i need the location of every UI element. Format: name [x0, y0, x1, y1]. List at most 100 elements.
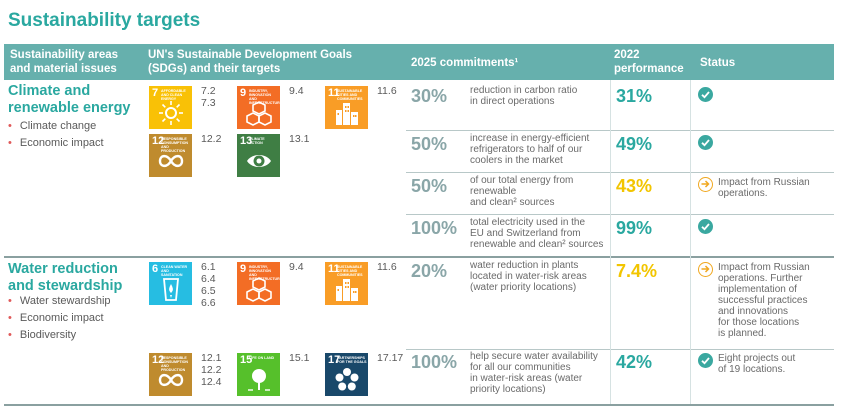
status-text-line: successful practices: [718, 295, 808, 306]
sdg-number: 9: [240, 263, 247, 275]
commitment-description-line: in water-risk areas (water: [470, 373, 583, 384]
sdg-targets: 12.2: [201, 133, 221, 145]
sdg-target: 9.4: [289, 261, 304, 273]
commitment-description-line: coolers in the market: [470, 155, 563, 166]
sdg-target: 12.1: [201, 352, 222, 364]
sdg-target: 6.5: [201, 285, 216, 297]
sdg-label: SUSTAINABLE CITIES AND COMMUNITIES: [337, 265, 363, 277]
column-divider: [690, 80, 691, 404]
commitment-description-line: (water priority locations): [470, 282, 577, 293]
check-icon: [698, 87, 713, 102]
material-issues-list: Water stewardship Economic impact Biodiv…: [8, 293, 111, 344]
sdg-6-tile: 6 CLEAN WATER AND SANITATION: [149, 262, 192, 305]
commitment-description: reduction in carbon ratio in direct opera…: [470, 85, 610, 107]
commitment-description-line: EU and Switzerland from: [470, 228, 581, 239]
sdg-target: 11.6: [377, 261, 397, 273]
header-sdgs: UN's Sustainable Development Goals (SDGs…: [148, 48, 352, 76]
sdg-target: 7.3: [201, 97, 216, 109]
commitment-description-line: total electricity used in the: [470, 217, 586, 228]
sdg-target: 12.2: [201, 133, 222, 145]
material-issues-list: Climate change Economic impact: [8, 118, 104, 152]
status-text-line: Impact from Russian: [718, 262, 810, 273]
commitment-description-line: increase in energy-efficient: [470, 133, 590, 144]
area-title-line2: and stewardship: [8, 278, 123, 294]
sdg-17-tile: 17 PARTNERSHIPS FOR THE GOALS: [325, 353, 368, 396]
commitment-description-line: help secure water availability: [470, 351, 598, 362]
sdg-label: INDUSTRY, INNOVATION AND INFRASTRUCTURE: [249, 89, 280, 105]
status-text-line: of 19 locations.: [718, 364, 786, 375]
material-issue: Economic impact: [8, 310, 111, 327]
status-text-line: implementation of: [718, 284, 797, 295]
header-commitments: 2025 commitments¹: [411, 57, 519, 69]
row-divider: [406, 214, 834, 215]
table-header: Sustainability areas and material issues…: [4, 44, 834, 80]
area-title-climate: Climate and renewable energy: [8, 83, 131, 117]
sdg-target: 7.2: [201, 85, 216, 97]
commitment-description: increase in energy-efficient refrigerator…: [470, 133, 610, 166]
material-issue: Climate change: [8, 118, 104, 135]
area-title-line1: Water reduction: [8, 261, 118, 277]
performance-value: 43%: [616, 176, 653, 196]
sdg-targets: 9.4: [289, 85, 304, 97]
performance-value: 42%: [616, 352, 653, 372]
arrow-right-icon: [698, 177, 713, 192]
sdg-target: 13.1: [289, 133, 310, 145]
commitment-description-line: in direct operations: [470, 96, 555, 107]
header-sdgs-line2: (SDGs) and their targets: [148, 63, 281, 75]
performance-value: 7.4%: [616, 261, 658, 281]
sdg-target: 6.4: [201, 273, 216, 285]
sdg-targets: 12.1 12.2 12.4: [201, 352, 221, 388]
row-divider: [406, 130, 834, 131]
header-performance-line2: performance: [614, 63, 684, 75]
sdg-label: INDUSTRY, INNOVATION AND INFRASTRUCTURE: [249, 265, 280, 281]
material-issue: Water stewardship: [8, 293, 111, 310]
sdg-label: RESPONSIBLE CONSUMPTION AND PRODUCTION: [161, 356, 188, 372]
sdg-target: 15.1: [289, 352, 310, 364]
sdg-target: 11.6: [377, 85, 397, 97]
commitment-description-line: renewable: [470, 186, 517, 197]
sdg-12-tile: 12 RESPONSIBLE CONSUMPTION AND PRODUCTION: [149, 353, 192, 396]
commitment-description: of our total energy from renewable and cle…: [470, 175, 610, 208]
commitment-description-line: located in water-risk areas: [470, 271, 587, 282]
commitment-value: 20%: [411, 261, 448, 281]
column-divider: [610, 80, 611, 404]
commitment-description-line: for all our communities: [470, 362, 571, 373]
page-title: Sustainability targets: [8, 10, 201, 31]
header-areas-line1: Sustainability areas: [10, 49, 119, 61]
sdg-9-tile: 9 INDUSTRY, INNOVATION AND INFRASTRUCTURE: [237, 86, 280, 129]
commitment-value: 30%: [411, 86, 448, 106]
commitment-value: 100%: [411, 218, 458, 238]
row-divider: [406, 172, 834, 173]
sdg-target: 12.4: [201, 376, 222, 388]
sdg-9-tile: 9 INDUSTRY, INNOVATION AND INFRASTRUCTURE: [237, 262, 280, 305]
sdg-targets: 6.1 6.4 6.5 6.6: [201, 261, 216, 309]
sdg-targets: 15.1: [289, 352, 309, 364]
commitment-description-line: of our total energy from: [470, 175, 574, 186]
performance-value: 99%: [616, 218, 653, 238]
section-divider: [4, 256, 834, 258]
check-icon: [698, 353, 713, 368]
header-sdgs-line1: UN's Sustainable Development Goals: [148, 49, 353, 61]
sdg-11-tile: 11 SUSTAINABLE CITIES AND COMMUNITIES: [325, 86, 368, 129]
check-icon: [698, 219, 713, 234]
status-text-line: is planned.: [718, 328, 767, 339]
commitment-description-line: reduction in carbon ratio: [470, 85, 578, 96]
sdg-13-tile: 13 CLIMATE ACTION: [237, 134, 280, 177]
status-text-line: Impact from Russian: [718, 177, 810, 188]
performance-value: 31%: [616, 86, 653, 106]
sdg-target: 17.17: [377, 352, 404, 364]
commitment-description-line: refrigerators to half of our: [470, 144, 583, 155]
arrow-right-icon: [698, 262, 713, 277]
sdg-targets: 11.6: [377, 261, 397, 273]
commitment-value: 100%: [411, 352, 458, 372]
sdg-number: 13: [240, 135, 253, 147]
status-text: Eight projects out of 19 locations.: [718, 353, 833, 375]
header-areas-line2: and material issues: [10, 63, 117, 75]
commitment-description: total electricity used in the EU and Swit…: [470, 217, 610, 250]
sdg-7-tile: 7 AFFORDABLE AND CLEAN ENERGY: [149, 86, 192, 129]
status-text: Impact from Russian operations. Further im…: [718, 262, 833, 339]
header-status: Status: [700, 57, 736, 69]
status-text: Impact from Russian operations.: [718, 177, 833, 199]
sdg-label: SUSTAINABLE CITIES AND COMMUNITIES: [337, 89, 363, 101]
sdg-label: CLIMATE ACTION: [249, 137, 265, 145]
